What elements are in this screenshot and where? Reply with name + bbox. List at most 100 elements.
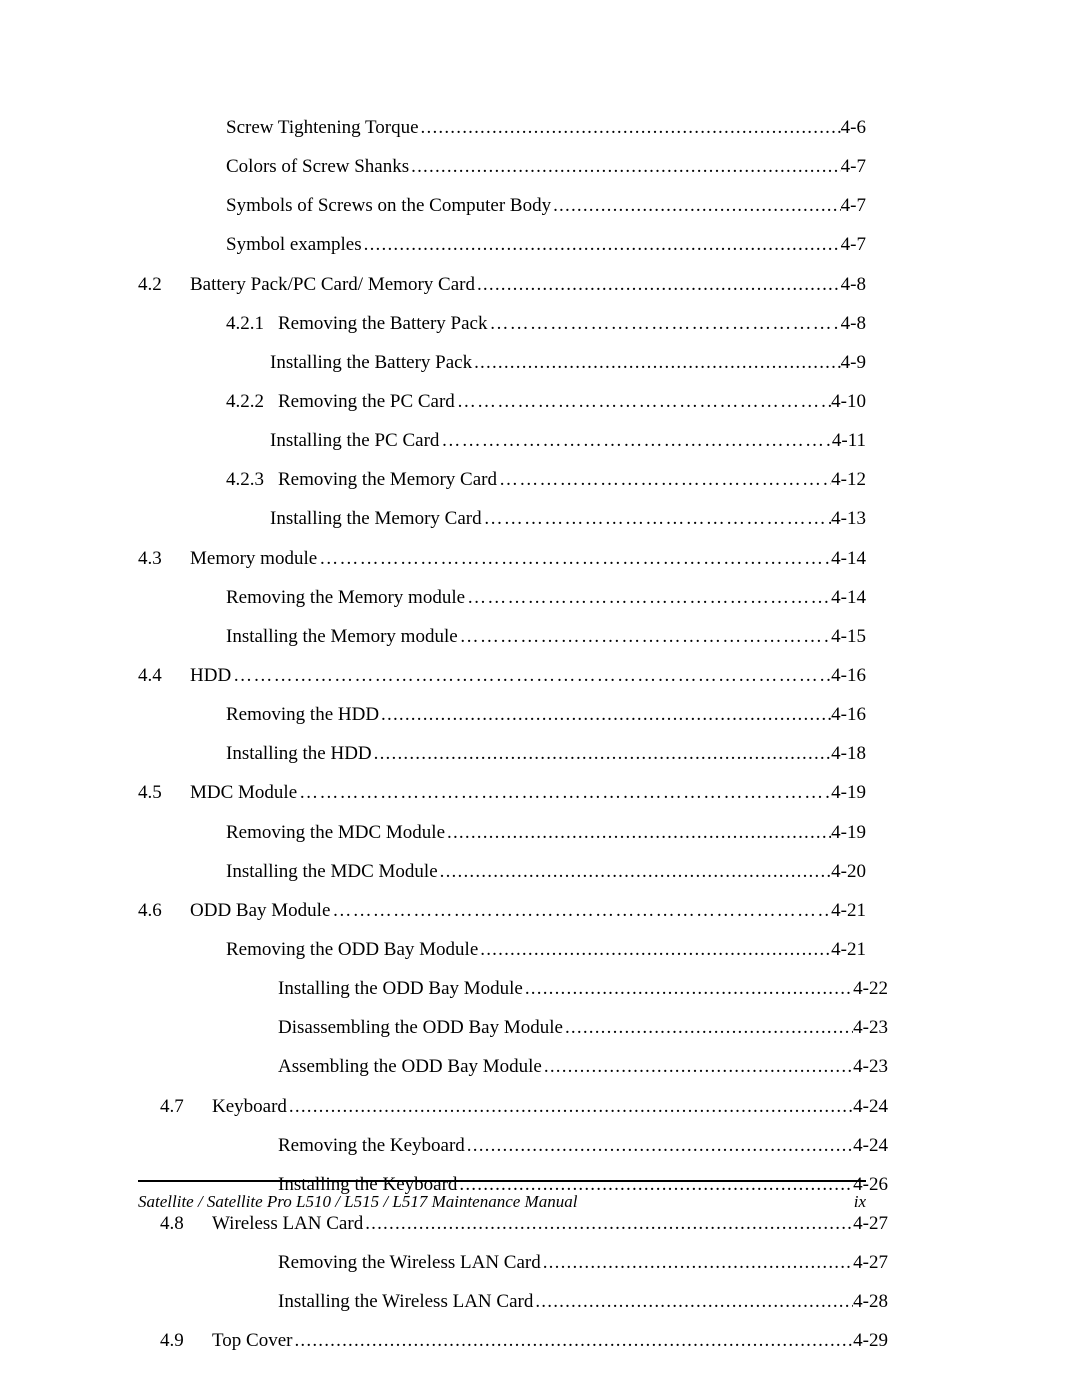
toc-row: 4.2.2Removing the PC Card………………………………………… bbox=[138, 389, 866, 415]
toc-row: Screw Tightening Torque.................… bbox=[138, 115, 866, 141]
toc-row: Removing the MDC Module.................… bbox=[138, 820, 866, 846]
toc-row-title: Symbols of Screws on the Computer Body bbox=[226, 193, 551, 219]
toc-row-title: Removing the Memory Card bbox=[278, 467, 497, 493]
toc-row: Installing the ODD Bay Module...........… bbox=[160, 976, 888, 1002]
toc-row-page: 4-13 bbox=[831, 506, 866, 532]
toc-row-page: 4-16 bbox=[831, 702, 866, 728]
toc-row-page: 4-14 bbox=[831, 546, 866, 572]
toc-row-page: 4-28 bbox=[853, 1289, 888, 1315]
toc-row: Removing the ODD Bay Module.............… bbox=[138, 937, 866, 963]
toc-row: 4.9Top Cover............................… bbox=[160, 1328, 888, 1354]
toc-row-page: 4-7 bbox=[841, 193, 866, 219]
toc-row-page: 4-7 bbox=[841, 232, 866, 258]
toc-row: Installing the Memory module………………………………… bbox=[138, 624, 866, 650]
toc-row-page: 4-7 bbox=[841, 154, 866, 180]
toc-row-page: 4-18 bbox=[831, 741, 866, 767]
toc-row-page: 4-9 bbox=[841, 350, 866, 376]
toc-row-number: 4.6 bbox=[138, 898, 190, 924]
toc-row-title: Removing the PC Card bbox=[278, 389, 455, 415]
toc-row: Symbol examples.........................… bbox=[138, 232, 866, 258]
toc-row-title: Symbol examples bbox=[226, 232, 362, 258]
toc-row-title: Colors of Screw Shanks bbox=[226, 154, 409, 180]
toc-row-title: HDD bbox=[190, 663, 231, 689]
toc-row-page: 4-8 bbox=[841, 272, 866, 298]
toc-row: 4.7Keyboard.............................… bbox=[160, 1094, 888, 1120]
toc-row: Installing the PC Card………………………………………………… bbox=[138, 428, 866, 454]
toc-row-number: 4.2.3 bbox=[226, 467, 278, 493]
toc-row-leader: ........................................… bbox=[551, 193, 841, 219]
toc-row-page: 4-12 bbox=[831, 467, 866, 493]
toc-row-title: Removing the MDC Module bbox=[226, 820, 445, 846]
toc-row-title: Removing the Keyboard bbox=[278, 1133, 465, 1159]
toc-row-page: 4-21 bbox=[831, 898, 866, 924]
toc-row-page: 4-27 bbox=[853, 1211, 888, 1237]
toc-row-leader: ........................................… bbox=[292, 1328, 853, 1354]
toc-row-page: 4-11 bbox=[832, 428, 866, 454]
toc-row: Assembling the ODD Bay Module...........… bbox=[160, 1054, 888, 1080]
toc-row-title: MDC Module bbox=[190, 780, 297, 806]
toc-row-number: 4.2.1 bbox=[226, 311, 278, 337]
toc-row-leader: …………………………………………………………………………………………………………… bbox=[458, 624, 832, 650]
toc-row-leader: …………………………………………………………………………………………………………… bbox=[487, 311, 840, 337]
toc-row-page: 4-19 bbox=[831, 820, 866, 846]
toc-row-leader: ........................................… bbox=[372, 741, 832, 767]
toc-row-number: 4.2 bbox=[138, 272, 190, 298]
toc-row-number: 4.5 bbox=[138, 780, 190, 806]
toc-row-leader: ........................................… bbox=[445, 820, 831, 846]
toc-row-leader: …………………………………………………………………………………………………………… bbox=[465, 585, 831, 611]
toc-row-number: 4.8 bbox=[160, 1211, 212, 1237]
toc-row-leader: …………………………………………………………………………………………………………… bbox=[482, 506, 832, 532]
toc-row: Colors of Screw Shanks..................… bbox=[138, 154, 866, 180]
toc-row-leader: …………………………………………………………………………………………………………… bbox=[297, 780, 831, 806]
toc-row-leader: ........................................… bbox=[563, 1015, 853, 1041]
toc-row-title: Installing the Memory Card bbox=[270, 506, 482, 532]
toc-row: Symbols of Screws on the Computer Body..… bbox=[138, 193, 866, 219]
toc-row-page: 4-24 bbox=[853, 1133, 888, 1159]
toc-row-page: 4-21 bbox=[831, 937, 866, 963]
toc-row: 4.2.3Removing the Memory Card……………………………… bbox=[138, 467, 866, 493]
toc-row-number: 4.2.2 bbox=[226, 389, 278, 415]
toc-row-leader: …………………………………………………………………………………………………………… bbox=[317, 546, 831, 572]
toc-row-leader: …………………………………………………………………………………………………………… bbox=[439, 428, 831, 454]
toc-row-page: 4-23 bbox=[853, 1015, 888, 1041]
page-footer: Satellite / Satellite Pro L510 / L515 / … bbox=[138, 1192, 866, 1212]
toc-row-title: Installing the Memory module bbox=[226, 624, 458, 650]
toc-row-title: Removing the ODD Bay Module bbox=[226, 937, 478, 963]
toc-row: Installing the Wireless LAN Card........… bbox=[160, 1289, 888, 1315]
toc-row-title: Installing the ODD Bay Module bbox=[278, 976, 523, 1002]
toc-row-title: ODD Bay Module bbox=[190, 898, 330, 924]
toc-row-leader: ........................................… bbox=[465, 1133, 853, 1159]
toc-row-leader: ........................................… bbox=[472, 350, 841, 376]
toc-row-page: 4-10 bbox=[831, 389, 866, 415]
toc-row-leader: ........................................… bbox=[363, 1211, 853, 1237]
toc-row: Removing the HDD........................… bbox=[138, 702, 866, 728]
toc-row: Installing the Battery Pack.............… bbox=[138, 350, 866, 376]
toc-row-leader: ........................................… bbox=[541, 1250, 853, 1276]
toc-row-page: 4-16 bbox=[831, 663, 866, 689]
toc-row: 4.5MDC Module………………………………………………………………………… bbox=[138, 780, 866, 806]
toc-row: Installing the HDD......................… bbox=[138, 741, 866, 767]
toc-row-leader: ........................................… bbox=[409, 154, 841, 180]
toc-row-title: Keyboard bbox=[212, 1094, 287, 1120]
toc-row-page: 4-29 bbox=[853, 1328, 888, 1354]
toc-row-leader: ........................................… bbox=[379, 702, 831, 728]
toc-row: Installing the MDC Module...............… bbox=[138, 859, 866, 885]
toc-row-page: 4-19 bbox=[831, 780, 866, 806]
toc-row-leader: …………………………………………………………………………………………………………… bbox=[497, 467, 831, 493]
toc-row-title: Removing the HDD bbox=[226, 702, 379, 728]
footer-right-pagenum: ix bbox=[854, 1192, 866, 1212]
toc-row: Disassembling the ODD Bay Module........… bbox=[160, 1015, 888, 1041]
toc-row-leader: ........................................… bbox=[362, 232, 841, 258]
toc-row-number: 4.9 bbox=[160, 1328, 212, 1354]
toc-row-leader: …………………………………………………………………………………………………………… bbox=[455, 389, 831, 415]
toc-row-number: 4.3 bbox=[138, 546, 190, 572]
toc-row-title: Assembling the ODD Bay Module bbox=[278, 1054, 542, 1080]
toc-row-leader: ........................................… bbox=[475, 272, 841, 298]
footer-rule bbox=[138, 1180, 866, 1182]
toc-row: 4.6ODD Bay Module……………………………………………………………… bbox=[138, 898, 866, 924]
toc-row-title: Screw Tightening Torque bbox=[226, 115, 419, 141]
toc-row-page: 4-24 bbox=[853, 1094, 888, 1120]
toc-row-page: 4-14 bbox=[831, 585, 866, 611]
toc-row-page: 4-20 bbox=[831, 859, 866, 885]
toc-row-leader: ........................................… bbox=[533, 1289, 853, 1315]
